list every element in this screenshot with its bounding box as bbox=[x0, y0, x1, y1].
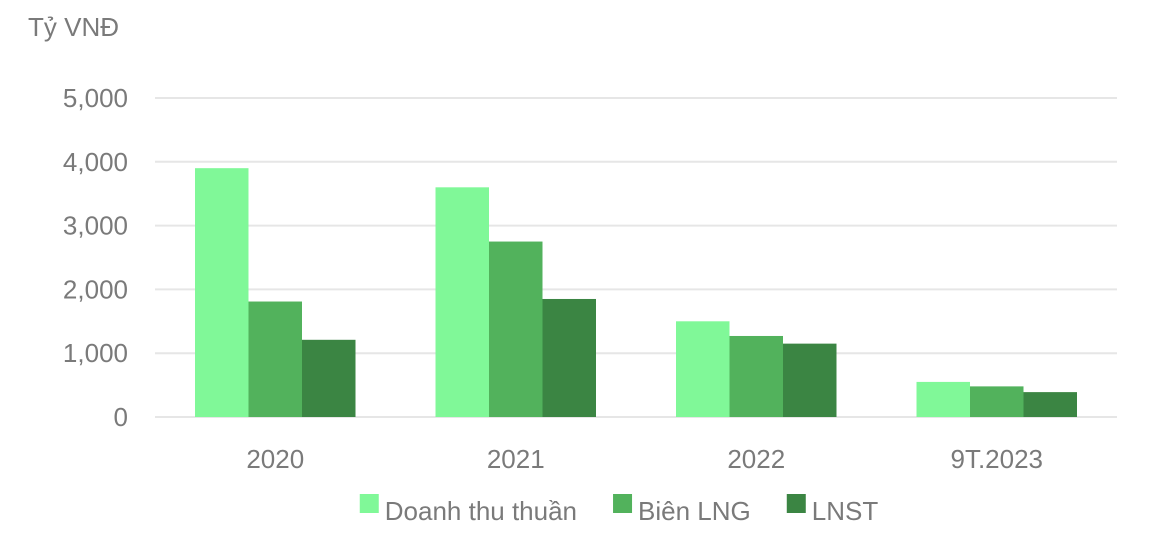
y-tick-label: 2,000 bbox=[63, 274, 128, 304]
x-tick-label: 2020 bbox=[246, 444, 304, 474]
legend-label: Biên LNG bbox=[638, 496, 751, 526]
x-tick-label: 9T.2023 bbox=[950, 444, 1043, 474]
legend-item: Biên LNG bbox=[613, 494, 751, 526]
bar bbox=[302, 339, 356, 417]
legend-item: Doanh thu thuần bbox=[359, 494, 577, 526]
y-tick-label: 0 bbox=[114, 402, 128, 432]
legend: Doanh thu thuần Biên LNG LNST bbox=[359, 494, 879, 526]
y-axis-ticks: 5,000 4,000 3,000 2,000 1,000 0 bbox=[63, 83, 128, 432]
legend-swatch bbox=[359, 494, 379, 513]
y-tick-label: 4,000 bbox=[63, 147, 128, 177]
y-tick-label: 3,000 bbox=[63, 211, 128, 241]
bars bbox=[195, 168, 1077, 417]
y-tick-label: 5,000 bbox=[63, 83, 128, 113]
x-tick-label: 2021 bbox=[487, 444, 545, 474]
y-axis-unit-label: Tỷ VNĐ bbox=[28, 12, 119, 42]
bar bbox=[729, 335, 783, 417]
bar bbox=[195, 168, 249, 417]
bar bbox=[970, 386, 1024, 417]
y-tick-label: 1,000 bbox=[63, 338, 128, 368]
legend-swatch bbox=[786, 494, 806, 513]
legend-label: LNST bbox=[812, 496, 879, 526]
legend-label: Doanh thu thuần bbox=[385, 496, 577, 526]
bar bbox=[248, 301, 302, 417]
x-tick-label: 2022 bbox=[727, 444, 785, 474]
bar bbox=[783, 343, 837, 417]
bar bbox=[542, 298, 596, 417]
bar bbox=[916, 381, 970, 417]
bar bbox=[489, 241, 543, 417]
bar bbox=[1023, 392, 1077, 417]
legend-swatch bbox=[613, 494, 633, 513]
bar bbox=[435, 187, 489, 417]
bar bbox=[676, 321, 730, 417]
legend-item: LNST bbox=[786, 494, 879, 526]
x-axis-ticks: 2020 2021 2022 9T.2023 bbox=[246, 444, 1043, 474]
